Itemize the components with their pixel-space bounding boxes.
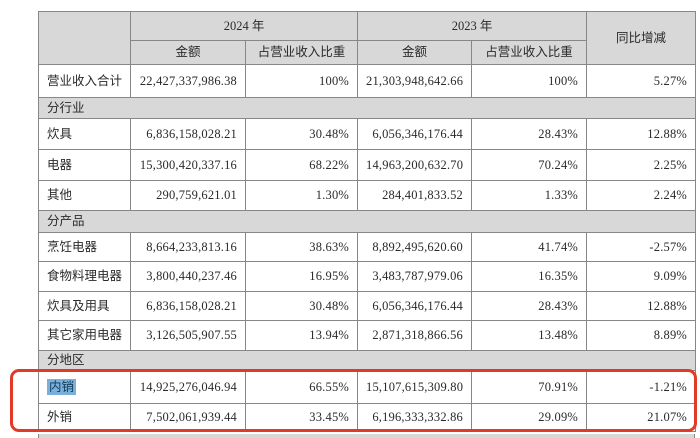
share-2024: 38.63% <box>244 232 359 262</box>
amount-2024: 8,664,233,813.16 <box>130 232 246 262</box>
amount-2023: 21,303,948,642.66 <box>357 64 473 98</box>
table-row-export: 外销 7,502,061,939.44 33.45% 6,196,333,332… <box>38 403 697 432</box>
amount-2023: 14,963,200,632.70 <box>357 149 473 181</box>
header-amount-2023: 金额 <box>357 40 473 65</box>
section-row: 分地区 <box>37 350 697 371</box>
table-row: 电器 15,300,420,337.16 68.22% 14,963,200,6… <box>38 149 697 181</box>
amount-2024: 290,759,621.01 <box>130 180 246 211</box>
header-yoy: 同比增减 <box>586 11 697 65</box>
share-2024: 66.55% <box>244 370 359 404</box>
share-2024: 30.48% <box>244 118 359 150</box>
header-row-metrics: 金额 占营业收入比重 金额 占营业收入比重 <box>39 40 696 65</box>
share-2024: 13.94% <box>244 320 359 351</box>
yoy-change: -1.21% <box>586 370 697 404</box>
amount-2023: 6,196,333,332.86 <box>357 403 473 432</box>
table-row-domestic: 内销 14,925,276,046.94 66.55% 15,107,615,3… <box>38 370 697 404</box>
amount-2023: 6,056,346,176.44 <box>357 291 473 321</box>
share-2023: 70.24% <box>471 149 588 181</box>
table-row: 其他 290,759,621.01 1.30% 284,401,833.52 1… <box>38 180 697 211</box>
amount-2024: 22,427,337,986.38 <box>130 64 246 98</box>
amount-2023: 3,483,787,979.06 <box>357 261 473 292</box>
row-label: 外销 <box>38 403 131 432</box>
amount-2023: 15,107,615,309.80 <box>357 370 473 404</box>
amount-2023: 6,056,346,176.44 <box>357 118 473 150</box>
amount-2024: 6,836,158,028.21 <box>130 118 246 150</box>
share-2023: 13.48% <box>471 320 588 351</box>
section-row: 分行业 <box>37 97 697 119</box>
row-label: 营业收入合计 <box>38 64 131 98</box>
yoy-change: 12.88% <box>586 291 697 321</box>
section-label: 分地区 <box>37 350 697 371</box>
share-2023: 70.91% <box>471 370 588 404</box>
yoy-change: 9.09% <box>586 261 697 292</box>
amount-2024: 6,836,158,028.21 <box>130 291 246 321</box>
share-2024: 30.48% <box>244 291 359 321</box>
yoy-change: -2.57% <box>586 232 697 262</box>
yoy-change: 21.07% <box>586 403 697 432</box>
row-label: 其他 <box>38 180 131 211</box>
share-2023: 41.74% <box>471 232 588 262</box>
share-2024: 68.22% <box>244 149 359 181</box>
yoy-change: 2.25% <box>586 149 697 181</box>
share-2023: 100% <box>471 64 588 98</box>
header-year-2024: 2024 年 <box>129 11 359 41</box>
share-2024: 16.95% <box>244 261 359 292</box>
amount-2024: 3,126,505,907.55 <box>130 320 246 351</box>
header-amount-2024: 金额 <box>130 40 246 65</box>
amount-2023: 2,871,318,866.56 <box>357 320 473 351</box>
header-share-2024: 占营业收入比重 <box>244 40 359 65</box>
row-label: 内销 <box>38 370 131 404</box>
share-2024: 33.45% <box>244 403 359 432</box>
row-label: 电器 <box>38 149 131 181</box>
header-year-2023: 2023 年 <box>357 11 588 41</box>
share-2023: 16.35% <box>471 261 588 292</box>
next-section-band-partial <box>38 434 695 438</box>
section-row: 分产品 <box>37 210 697 233</box>
row-label: 食物料理电器 <box>38 261 131 292</box>
amount-2024: 7,502,061,939.44 <box>130 403 246 432</box>
table-row: 食物料理电器 3,800,440,237.46 16.95% 3,483,787… <box>38 261 697 292</box>
share-2024: 100% <box>244 64 359 98</box>
amount-2023: 284,401,833.52 <box>357 180 473 211</box>
table-row: 炊具 6,836,158,028.21 30.48% 6,056,346,176… <box>38 118 697 150</box>
row-label: 其它家用电器 <box>38 320 131 351</box>
table-row: 其它家用电器 3,126,505,907.55 13.94% 2,871,318… <box>38 320 697 351</box>
highlighted-text: 内销 <box>47 378 77 395</box>
yoy-change: 8.89% <box>586 320 697 351</box>
table-row: 营业收入合计 22,427,337,986.38 100% 21,303,948… <box>38 64 697 98</box>
share-2023: 28.43% <box>471 118 588 150</box>
amount-2024: 14,925,276,046.94 <box>130 370 246 404</box>
share-2024: 1.30% <box>244 180 359 211</box>
section-label: 分行业 <box>37 97 697 119</box>
amount-2023: 8,892,495,620.60 <box>357 232 473 262</box>
row-label: 炊具 <box>38 118 131 150</box>
table-row: 炊具及用具 6,836,158,028.21 30.48% 6,056,346,… <box>38 291 697 321</box>
yoy-change: 5.27% <box>586 64 697 98</box>
section-label: 分产品 <box>37 210 697 233</box>
row-label: 烹饪电器 <box>38 232 131 262</box>
amount-2024: 3,800,440,237.46 <box>130 261 246 292</box>
row-label: 炊具及用具 <box>38 291 131 321</box>
yoy-change: 2.24% <box>586 180 697 211</box>
share-2023: 28.43% <box>471 291 588 321</box>
header-corner-cell <box>38 11 131 65</box>
yoy-change: 12.88% <box>586 118 697 150</box>
share-2023: 29.09% <box>471 403 588 432</box>
header-share-2023: 占营业收入比重 <box>471 40 588 65</box>
header-row-years: 2024 年 2023 年 同比增减 <box>38 11 697 65</box>
revenue-breakdown-table: 2024 年 2023 年 同比增减 金额 占营业收入比重 金额 占营业收入比重… <box>37 11 697 432</box>
table-row: 烹饪电器 8,664,233,813.16 38.63% 8,892,495,6… <box>38 232 697 262</box>
share-2023: 1.33% <box>471 180 588 211</box>
amount-2024: 15,300,420,337.16 <box>130 149 246 181</box>
